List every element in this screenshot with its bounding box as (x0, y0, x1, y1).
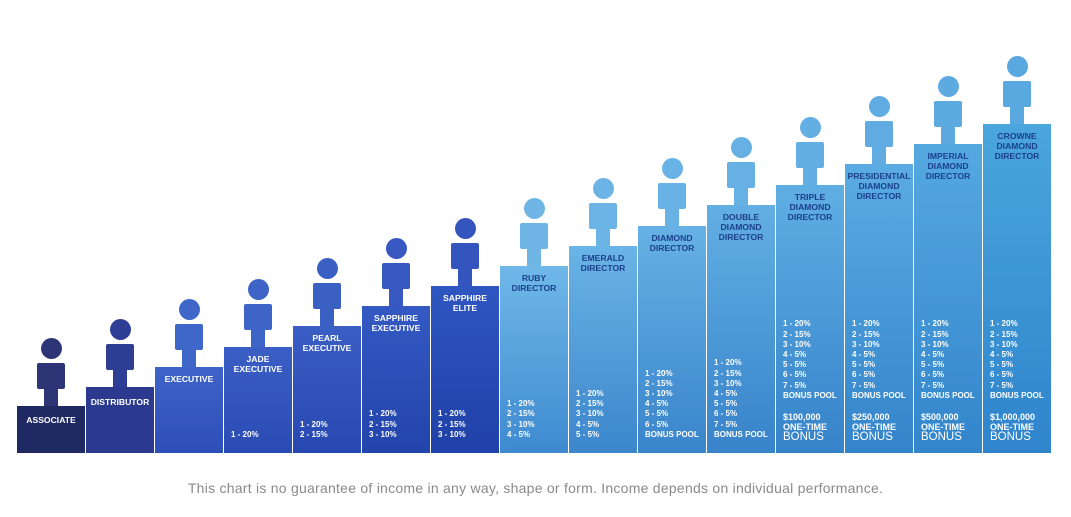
payout-levels: 1 - 20% 2 - 15% 3 - 10% (369, 409, 397, 439)
rank-name: PEARL EXECUTIVE (302, 333, 352, 354)
person-icon (726, 137, 756, 205)
rank-column-crowne-diamond-director: CROWNE DIAMOND DIRECTOR 1 - 20% 2 - 15% 3… (983, 124, 1051, 453)
rank-name: PRESIDENTIAL DIAMOND DIRECTOR (847, 171, 911, 202)
payout-levels: 1 - 20% 2 - 15% 3 - 10% 4 - 5% (507, 399, 535, 439)
person-icon (381, 238, 411, 306)
bonus-amount: $250,000 ONE-TIME (852, 412, 896, 432)
payout-levels: 1 - 20% (231, 429, 259, 439)
rank-name: CROWNE DIAMOND DIRECTOR (994, 131, 1040, 162)
person-icon (174, 299, 204, 367)
rank-name: JADE EXECUTIVE (233, 354, 283, 375)
person-icon (1002, 56, 1032, 124)
person-icon (450, 218, 480, 286)
rank-column-ruby-director: RUBY DIRECTOR 1 - 20% 2 - 15% 3 - 10% 4 -… (500, 266, 568, 453)
rank-column-executive: EXECUTIVE (155, 367, 223, 453)
payout-levels: 1 - 20% 2 - 15% 3 - 10% 4 - 5% 5 - 5% 6 … (852, 319, 906, 400)
rank-column-distributor: DISTRIBUTOR (86, 387, 154, 453)
person-icon (36, 338, 66, 406)
rank-column-double-diamond-director: DOUBLE DIAMOND DIRECTOR 1 - 20% 2 - 15% 3… (707, 205, 775, 453)
rank-column-triple-diamond-director: TRIPLE DIAMOND DIRECTOR 1 - 20% 2 - 15% 3… (776, 185, 844, 453)
person-icon (519, 198, 549, 266)
payout-levels: 1 - 20% 2 - 15% 3 - 10% 4 - 5% 5 - 5% 6 … (921, 319, 975, 400)
rank-name: IMPERIAL DIAMOND DIRECTOR (925, 151, 971, 182)
disclaimer-text: This chart is no guarantee of income in … (187, 480, 884, 496)
rank-name: EMERALD DIRECTOR (580, 253, 626, 274)
bonus-word: BONUS (783, 431, 824, 443)
rank-column-pearl-executive: PEARL EXECUTIVE 1 - 20% 2 - 15% (293, 326, 361, 453)
payout-levels: 1 - 20% 2 - 15% 3 - 10% 4 - 5% 5 - 5% (576, 388, 604, 439)
rank-name: DOUBLE DIAMOND DIRECTOR (718, 212, 764, 243)
rank-name: TRIPLE DIAMOND DIRECTOR (787, 192, 833, 223)
bonus-amount: $100,000 ONE-TIME (783, 412, 827, 432)
person-icon (864, 96, 894, 164)
bonus-word: BONUS (921, 431, 962, 443)
person-icon (243, 279, 273, 347)
rank-column-imperial-diamond-director: IMPERIAL DIAMOND DIRECTOR 1 - 20% 2 - 15%… (914, 144, 982, 453)
person-icon (933, 76, 963, 144)
payout-levels: 1 - 20% 2 - 15% 3 - 10% 4 - 5% 5 - 5% 6 … (645, 368, 699, 439)
rank-column-associate: ASSOCIATE (17, 406, 85, 453)
rank-column-presidential-diamond-director: PRESIDENTIAL DIAMOND DIRECTOR 1 - 20% 2 -… (845, 164, 913, 453)
rank-name: EXECUTIVE (164, 374, 214, 384)
rank-name: DISTRIBUTOR (90, 396, 150, 407)
person-icon (588, 178, 618, 246)
rank-column-sapphire-executive: SAPPHIRE EXECUTIVE 1 - 20% 2 - 15% 3 - 10… (362, 306, 430, 453)
rank-name: SAPPHIRE ELITE (443, 293, 487, 314)
person-icon (312, 258, 342, 326)
payout-levels: 1 - 20% 2 - 15% 3 - 10% 4 - 5% 5 - 5% 6 … (990, 319, 1044, 400)
rank-name: DIAMOND DIRECTOR (649, 233, 695, 254)
rank-column-diamond-director: DIAMOND DIRECTOR 1 - 20% 2 - 15% 3 - 10% … (638, 226, 706, 453)
payout-levels: 1 - 20% 2 - 15% 3 - 10% (438, 409, 466, 439)
bonus-word: BONUS (990, 431, 1031, 443)
payout-levels: 1 - 20% 2 - 15% (300, 419, 328, 439)
rank-name: ASSOCIATE (26, 414, 76, 425)
payout-levels: 1 - 20% 2 - 15% 3 - 10% 4 - 5% 5 - 5% 6 … (783, 319, 837, 400)
rank-name: SAPPHIRE EXECUTIVE (371, 313, 421, 334)
payout-levels: 1 - 20% 2 - 15% 3 - 10% 4 - 5% 5 - 5% 6 … (714, 358, 768, 439)
rank-column-emerald-director: EMERALD DIRECTOR 1 - 20% 2 - 15% 3 - 10% … (569, 246, 637, 453)
person-icon (795, 117, 825, 185)
person-icon (657, 158, 687, 226)
bonus-amount: $1,000,000 ONE-TIME (990, 412, 1036, 432)
person-icon (105, 319, 135, 387)
rank-column-sapphire-elite: SAPPHIRE ELITE 1 - 20% 2 - 15% 3 - 10% (431, 286, 499, 453)
rank-name: RUBY DIRECTOR (511, 273, 557, 294)
bonus-amount: $500,000 ONE-TIME (921, 412, 965, 432)
bonus-word: BONUS (852, 431, 893, 443)
rank-column-jade-executive: JADE EXECUTIVE 1 - 20% (224, 347, 292, 453)
